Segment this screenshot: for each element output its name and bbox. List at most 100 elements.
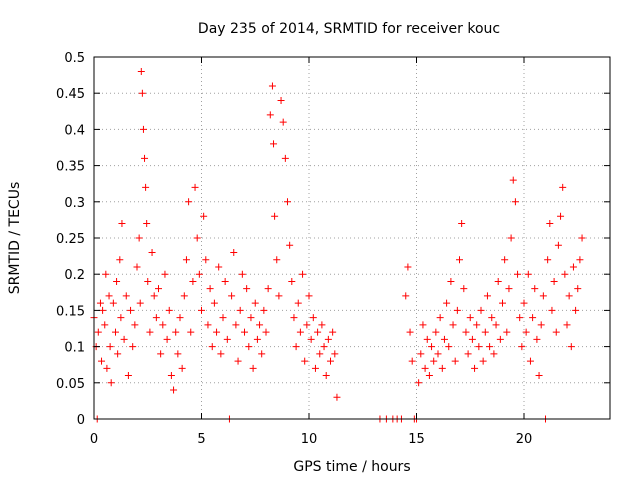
- data-point: [552, 328, 560, 336]
- data-point: [178, 364, 186, 372]
- data-point: [468, 335, 476, 343]
- data-point: [163, 335, 171, 343]
- data-point: [421, 364, 429, 372]
- data-point: [417, 350, 425, 358]
- data-point: [464, 350, 472, 358]
- data-point: [129, 343, 137, 351]
- data-point: [264, 285, 272, 293]
- data-point: [98, 357, 106, 365]
- data-point: [524, 270, 532, 278]
- data-point: [170, 386, 178, 394]
- data-point: [219, 314, 227, 322]
- data-point: [253, 335, 261, 343]
- data-point: [159, 321, 167, 329]
- x-axis-title: GPS time / hours: [293, 459, 410, 475]
- data-point: [99, 306, 107, 314]
- data-point: [294, 299, 302, 307]
- data-point: [109, 299, 117, 307]
- data-point: [94, 328, 102, 336]
- data-point: [217, 350, 225, 358]
- data-point: [139, 125, 147, 133]
- data-point: [249, 364, 257, 372]
- data-point: [329, 328, 337, 336]
- data-point: [204, 321, 212, 329]
- data-point: [458, 220, 466, 228]
- x-tick-label: 5: [197, 432, 205, 447]
- grid-lines: [94, 57, 610, 419]
- data-point: [167, 372, 175, 380]
- data-point: [565, 292, 573, 300]
- data-point: [208, 343, 216, 351]
- data-point: [559, 183, 567, 191]
- data-point: [305, 292, 313, 300]
- data-point: [511, 198, 519, 206]
- data-point: [324, 335, 332, 343]
- data-point: [185, 198, 193, 206]
- data-point: [505, 285, 513, 293]
- data-point: [290, 314, 298, 322]
- data-point: [544, 256, 552, 264]
- y-tick-label: 0: [77, 413, 85, 428]
- data-point: [569, 263, 577, 271]
- data-point: [122, 292, 130, 300]
- data-point: [270, 140, 278, 148]
- data-point: [193, 234, 201, 242]
- data-point: [428, 343, 436, 351]
- data-point: [526, 357, 534, 365]
- plot-frame: [93, 56, 611, 420]
- data-point: [107, 379, 115, 387]
- data-point: [284, 198, 291, 206]
- data-point: [232, 321, 240, 329]
- data-point: [548, 306, 556, 314]
- data-point: [516, 314, 524, 322]
- chart-title: Day 235 of 2014, SRMTID for receiver kou…: [198, 21, 500, 37]
- data-point: [473, 321, 481, 329]
- data-point: [200, 212, 208, 220]
- data-point: [318, 321, 326, 329]
- data-point: [256, 321, 264, 329]
- data-point: [307, 335, 315, 343]
- y-tick-label: 0.35: [56, 160, 85, 175]
- data-point: [522, 328, 530, 336]
- data-point: [172, 328, 180, 336]
- data-point: [165, 306, 173, 314]
- data-point: [514, 270, 522, 278]
- y-tick-label: 0.2: [64, 268, 85, 283]
- data-point: [331, 350, 339, 358]
- y-tick-label: 0.3: [64, 196, 85, 211]
- data-point: [102, 270, 110, 278]
- data-point: [286, 241, 294, 249]
- data-point: [101, 321, 109, 329]
- data-point: [550, 277, 558, 285]
- data-point: [228, 292, 236, 300]
- x-tick-label: 15: [408, 432, 425, 447]
- data-point: [451, 357, 459, 365]
- data-point: [103, 364, 111, 372]
- data-point: [574, 285, 582, 293]
- data-point: [320, 343, 328, 351]
- data-point: [440, 335, 448, 343]
- data-point: [415, 379, 423, 387]
- data-point: [445, 343, 453, 351]
- data-point: [143, 220, 151, 228]
- data-point: [144, 277, 152, 285]
- data-point: [296, 328, 304, 336]
- data-point: [492, 321, 500, 329]
- data-point: [118, 220, 126, 228]
- data-point: [533, 335, 541, 343]
- data-point: [133, 263, 141, 271]
- data-point: [187, 328, 195, 336]
- data-point: [518, 343, 526, 351]
- data-point: [142, 183, 150, 191]
- data-point: [322, 372, 330, 380]
- data-point: [150, 292, 158, 300]
- data-point: [501, 256, 509, 264]
- data-point: [561, 270, 569, 278]
- data-point: [483, 292, 491, 300]
- data-point: [419, 321, 427, 329]
- data-point: [546, 220, 554, 228]
- data-point: [301, 357, 309, 365]
- data-point: [116, 256, 124, 264]
- data-point: [499, 299, 506, 307]
